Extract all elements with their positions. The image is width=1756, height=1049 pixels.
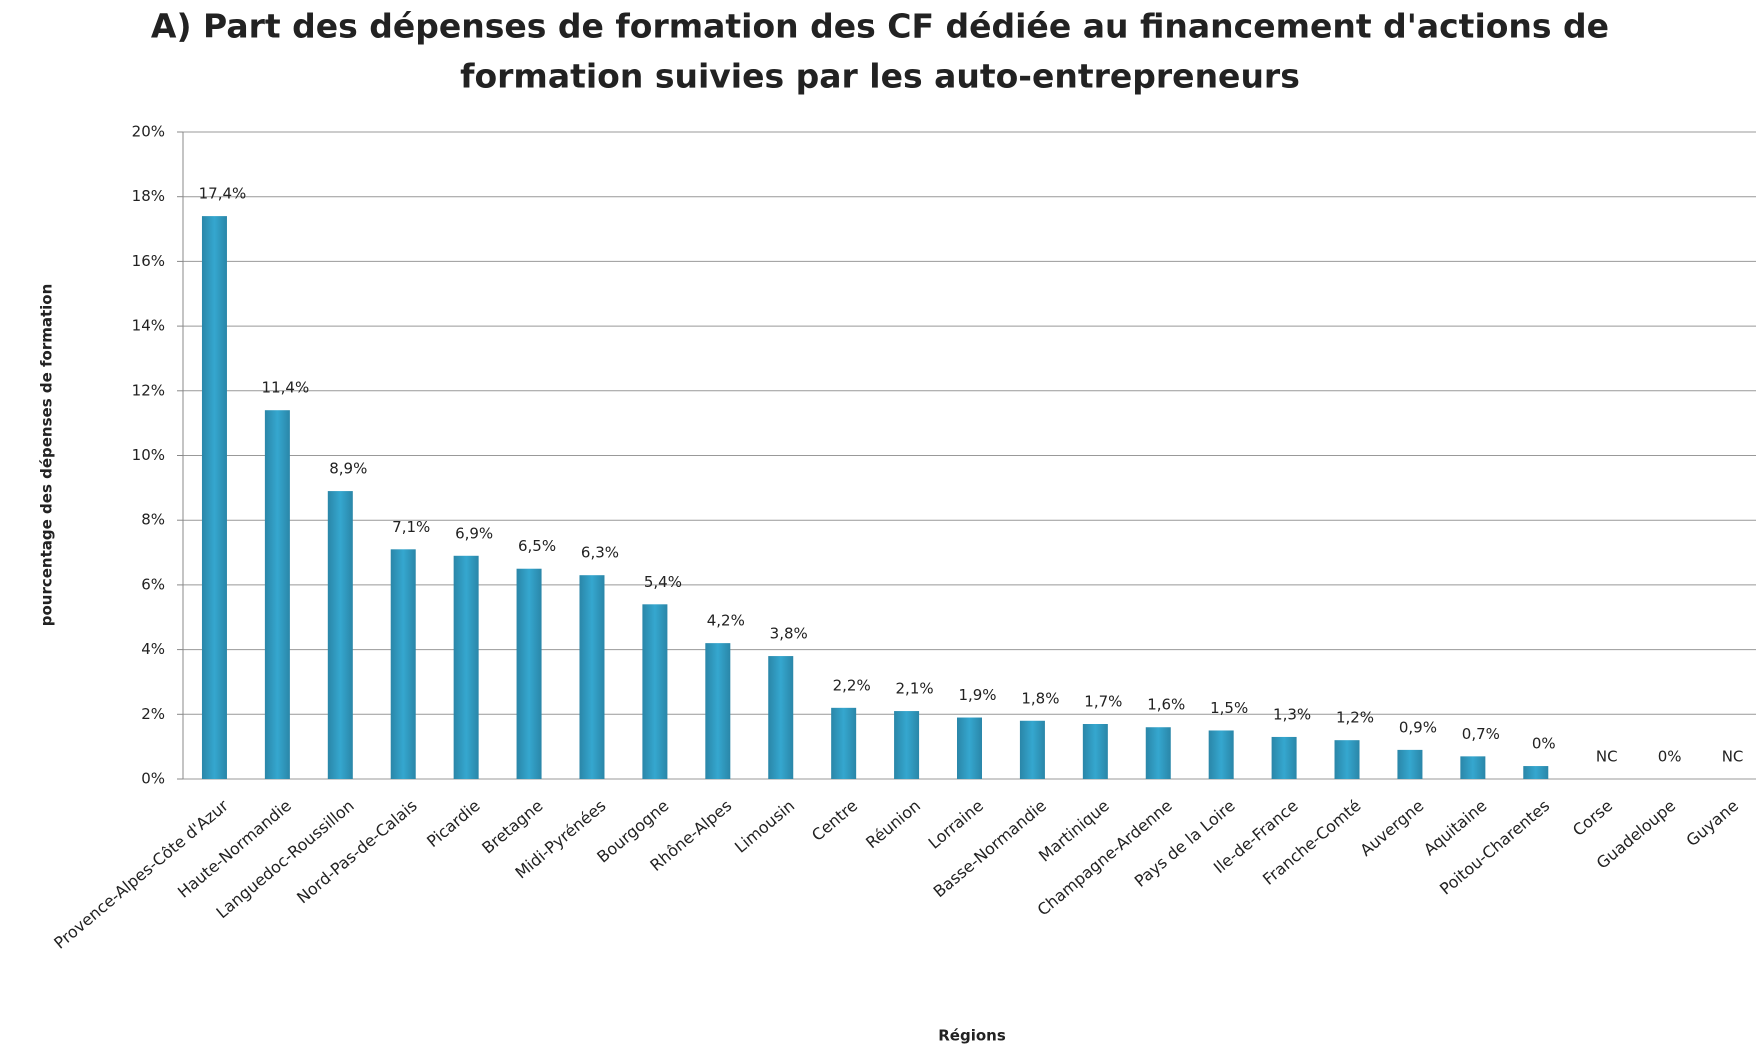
x-tick-label: Haute-Normandie: [174, 796, 295, 902]
bar: [516, 568, 542, 779]
bar: [705, 643, 731, 779]
bar: [201, 216, 227, 780]
y-tick-label: 18%: [132, 187, 165, 205]
x-tick-label: Limousin: [731, 796, 798, 857]
bar: [1082, 724, 1108, 779]
value-label: NC: [1596, 748, 1618, 766]
y-tick-label: 8%: [141, 511, 165, 529]
value-label: 2,1%: [896, 680, 934, 698]
bar: [579, 575, 605, 779]
bar: [1145, 727, 1171, 779]
bar: [642, 604, 668, 779]
value-label: 7,1%: [392, 518, 430, 536]
value-label: 2,2%: [833, 676, 871, 694]
bar: [957, 717, 982, 779]
value-label: NC: [1722, 748, 1744, 766]
bar: [894, 711, 920, 779]
value-label: 17,4%: [199, 185, 247, 203]
bar: [1334, 740, 1360, 779]
value-label: 3,8%: [770, 625, 808, 643]
x-tick-label: Guyane: [1682, 796, 1742, 850]
bar: [390, 549, 416, 779]
value-label: 1,2%: [1336, 709, 1374, 727]
y-tick-label: 4%: [141, 640, 165, 658]
x-tick-label: Nord-Pas-de-Calais: [293, 796, 421, 907]
value-label: 8,9%: [329, 460, 367, 478]
value-label: 1,8%: [1021, 689, 1059, 707]
y-tick-label: 2%: [141, 705, 165, 723]
bar: [1019, 720, 1045, 779]
y-tick-label: 6%: [141, 575, 165, 593]
bar: [1208, 730, 1234, 779]
value-label: 0%: [1532, 735, 1556, 753]
y-tick-label: 10%: [132, 446, 165, 464]
value-label: 1,5%: [1210, 699, 1248, 717]
value-label: 0%: [1658, 748, 1682, 766]
value-label: 6,5%: [518, 537, 556, 555]
value-label: 1,9%: [958, 686, 996, 704]
bar: [327, 491, 353, 779]
x-tick-label: Auvergne: [1356, 796, 1427, 860]
value-label: 1,3%: [1273, 705, 1311, 723]
y-tick-label: 16%: [132, 252, 165, 270]
x-tick-label: Réunion: [862, 796, 924, 852]
x-tick-label: Corse: [1569, 796, 1616, 840]
x-axis-label: Régions: [938, 1027, 1006, 1045]
bar: [1271, 736, 1297, 779]
value-label: 0,7%: [1462, 725, 1500, 743]
x-tick-label: Lorraine: [925, 796, 987, 853]
value-label: 0,9%: [1399, 718, 1437, 736]
x-tick-label: Picardie: [423, 796, 484, 851]
value-label: 1,6%: [1147, 696, 1185, 714]
value-label: 4,2%: [707, 612, 745, 630]
bar: [453, 555, 479, 779]
bar: [1397, 749, 1423, 779]
y-tick-label: 14%: [132, 317, 165, 335]
x-tick-label: Centre: [808, 796, 861, 845]
bar: [264, 410, 290, 779]
bar: [1523, 766, 1549, 779]
y-tick-label: 0%: [141, 770, 165, 788]
bar: [831, 707, 857, 779]
value-label: 5,4%: [644, 573, 682, 591]
chart-title: A) Part des dépenses de formation des CF…: [151, 7, 1609, 46]
value-label: 11,4%: [262, 379, 310, 397]
y-axis-label: pourcentage des dépenses de formation: [38, 284, 56, 627]
x-tick-label: Basse-Normandie: [930, 796, 1050, 901]
y-tick-label: 12%: [132, 381, 165, 399]
value-label: 6,9%: [455, 524, 493, 542]
y-tick-label: 20%: [132, 123, 165, 141]
value-label: 6,3%: [581, 544, 619, 562]
bar: [1460, 756, 1486, 779]
x-tick-label: Poitou-Charentes: [1436, 796, 1553, 899]
bar: [768, 656, 794, 779]
chart-title: formation suivies par les auto-entrepren…: [460, 57, 1300, 96]
value-label: 1,7%: [1084, 693, 1122, 711]
